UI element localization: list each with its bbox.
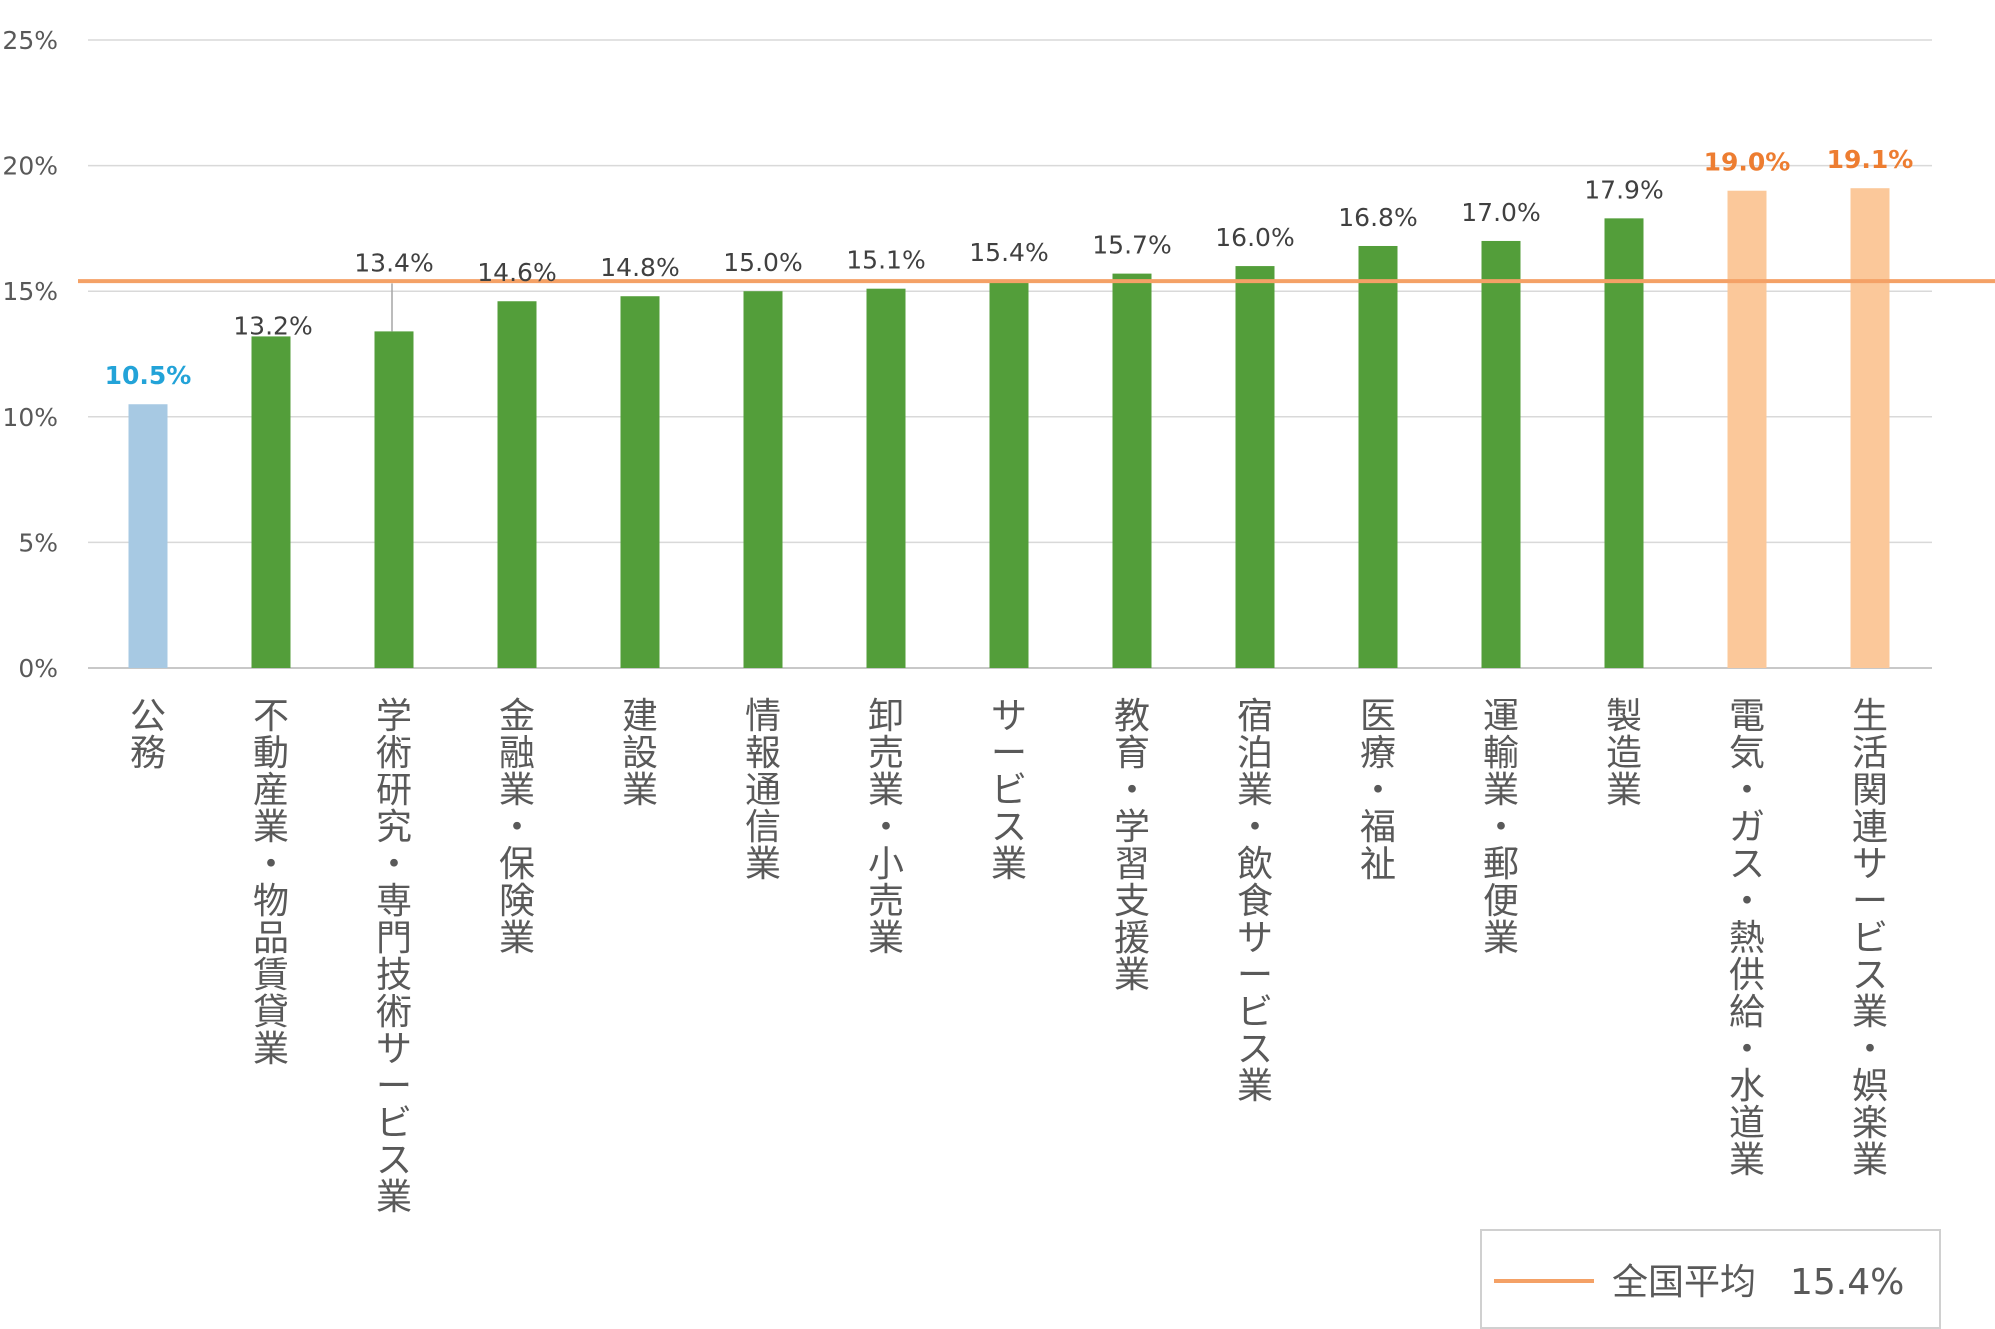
y-tick-label: 10% xyxy=(2,403,58,432)
data-label: 13.2% xyxy=(233,311,312,340)
category-label: 建設業 xyxy=(622,696,658,811)
category-label: 学術研究・専門技術サービス業 xyxy=(376,696,412,1218)
y-tick-label: 0% xyxy=(18,654,58,683)
data-label: 15.4% xyxy=(969,238,1048,267)
data-label: 17.0% xyxy=(1461,198,1540,227)
data-label: 19.1% xyxy=(1827,145,1914,174)
data-label: 19.0% xyxy=(1704,148,1791,177)
bars xyxy=(128,188,1890,669)
data-label: 14.6% xyxy=(477,258,556,287)
data-label: 15.0% xyxy=(723,248,802,277)
data-label: 14.8% xyxy=(600,253,679,282)
data-labels: 10.5% 13.2% 13.4% 14.6% 14.8% 15.0% 15.1% 15.4%… xyxy=(105,145,1914,390)
category-label: 公務 xyxy=(130,696,166,774)
bar xyxy=(374,331,414,668)
category-label: 不動産業・物品賃貸業 xyxy=(253,696,289,1070)
category-label: 情報通信業 xyxy=(745,696,781,885)
bar xyxy=(743,291,783,668)
bar xyxy=(1604,218,1644,669)
bar xyxy=(1358,245,1398,668)
legend: 全国平均 15.4% xyxy=(1480,1229,1941,1329)
data-label: 16.0% xyxy=(1215,223,1294,252)
category-label: 運輸業・郵便業 xyxy=(1483,696,1519,959)
y-axis-ticks: 0% 5% 10% 15% 20% 25% xyxy=(2,26,58,683)
bar xyxy=(1481,240,1521,668)
data-label: 15.1% xyxy=(846,246,925,275)
bar xyxy=(497,301,537,668)
category-label: 医療・福祉 xyxy=(1360,696,1396,885)
bar xyxy=(1235,266,1275,668)
category-label: 生活関連サービス業・娯楽業 xyxy=(1852,696,1888,1181)
data-label: 10.5% xyxy=(105,361,192,390)
bar xyxy=(989,281,1029,668)
category-label: 電気・ガス・熱供給・水道業 xyxy=(1729,696,1765,1181)
category-label: 宿泊業・飲食サービス業 xyxy=(1237,696,1273,1107)
bar xyxy=(866,288,906,668)
category-label: 金融業・保険業 xyxy=(499,696,535,959)
category-labels: 公務 不動産業・物品賃貸業 学術研究・専門技術サービス業 金融業・保険業 建設業 情報通信… xyxy=(130,696,1888,1218)
category-label: 製造業 xyxy=(1606,696,1642,811)
y-tick-label: 25% xyxy=(2,26,58,55)
y-tick-label: 15% xyxy=(2,277,58,306)
legend-label: 全国平均 xyxy=(1612,1262,1756,1303)
bar xyxy=(1112,273,1152,668)
bar xyxy=(1850,188,1890,668)
y-tick-label: 5% xyxy=(18,528,58,557)
data-label: 16.8% xyxy=(1338,203,1417,232)
legend-value: 15.4% xyxy=(1790,1262,1904,1303)
bar xyxy=(620,296,660,668)
data-label: 15.7% xyxy=(1092,231,1171,260)
category-label: サービス業 xyxy=(991,696,1027,885)
data-label: 13.4% xyxy=(354,248,433,277)
bar xyxy=(128,404,168,668)
category-label: 卸売業・小売業 xyxy=(868,696,904,959)
data-label: 17.9% xyxy=(1584,175,1663,204)
category-label: 教育・学習支援業 xyxy=(1114,696,1150,996)
y-tick-label: 20% xyxy=(2,152,58,181)
bar xyxy=(1727,190,1767,668)
bar xyxy=(251,336,291,668)
